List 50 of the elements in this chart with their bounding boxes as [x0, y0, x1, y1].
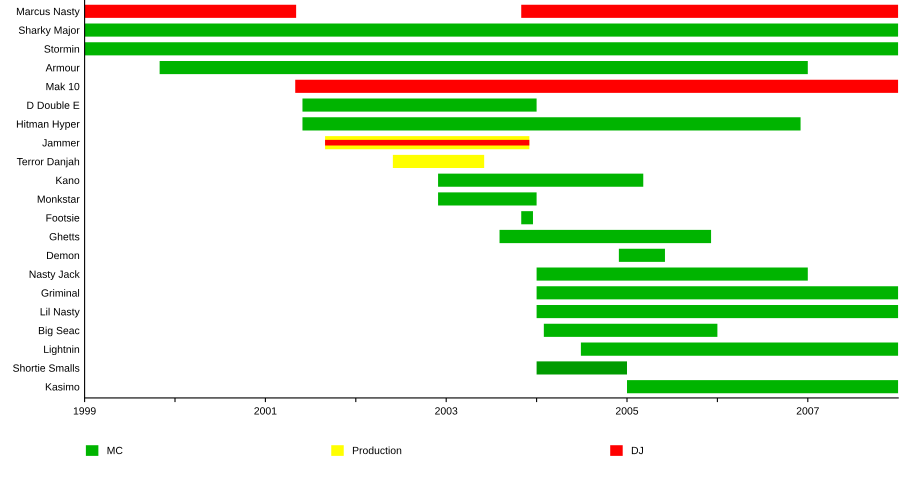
- bar: [392, 154, 484, 168]
- y-tick-label: Lil Nasty: [40, 308, 80, 318]
- y-tick-label: Lightnin: [44, 345, 80, 356]
- bar: [536, 267, 808, 281]
- y-tick-label: Armour: [46, 64, 80, 72]
- legend-label: DJ: [632, 446, 643, 454]
- y-tick-label: Demon: [47, 252, 80, 260]
- bar: [536, 286, 898, 300]
- legend-label: MC: [108, 446, 123, 454]
- legend-label: Production: [352, 446, 402, 454]
- y-tick-label: Jammer: [42, 139, 80, 147]
- bar: [618, 248, 665, 262]
- bar: [521, 4, 898, 18]
- bar: [84, 23, 898, 37]
- y-tick-label: Stormin: [44, 45, 80, 53]
- bar: [536, 305, 898, 318]
- y-tick-label: Footsie: [46, 214, 80, 222]
- y-tick-label: Griminal: [41, 289, 80, 297]
- y-tick-label: Monkstar: [38, 195, 80, 203]
- bar: [295, 80, 898, 93]
- y-tick-label: Kasimo: [46, 382, 80, 391]
- bar: [302, 117, 801, 130]
- y-tick-label: Mak 10: [46, 82, 80, 90]
- bar: [500, 230, 712, 244]
- x-tick-label: 2003: [435, 407, 458, 415]
- y-tick-label: Big Seac: [38, 326, 80, 336]
- bar: [521, 211, 533, 224]
- bar: [544, 324, 718, 337]
- y-tick-label: Nasty Jack: [30, 270, 80, 280]
- y-tick-label: Kano: [56, 176, 80, 184]
- bar: [84, 4, 296, 18]
- bar: [580, 342, 898, 356]
- x-tick-label: 1999: [74, 407, 96, 415]
- y-tick-label: Sharky Major: [18, 26, 80, 36]
- bar: [627, 380, 898, 394]
- y-tick-label: Shortie Smalls: [13, 364, 80, 372]
- y-tick-label: D Double E: [27, 101, 80, 109]
- y-tick-label: Terror Danjah: [16, 158, 80, 168]
- bar: [438, 192, 537, 206]
- bar: [160, 61, 808, 74]
- x-tick-label: 2007: [796, 407, 819, 415]
- bar: [84, 42, 898, 56]
- y-tick-label: Marcus Nasty: [16, 8, 80, 18]
- x-tick-label: 2005: [616, 407, 638, 415]
- x-tick-label: 2001: [254, 407, 276, 415]
- y-tick-label: Ghetts: [50, 232, 80, 240]
- bar: [438, 174, 644, 187]
- y-tick-label: Hitman Hyper: [16, 120, 80, 130]
- bar: [536, 361, 627, 374]
- bar: [302, 98, 537, 112]
